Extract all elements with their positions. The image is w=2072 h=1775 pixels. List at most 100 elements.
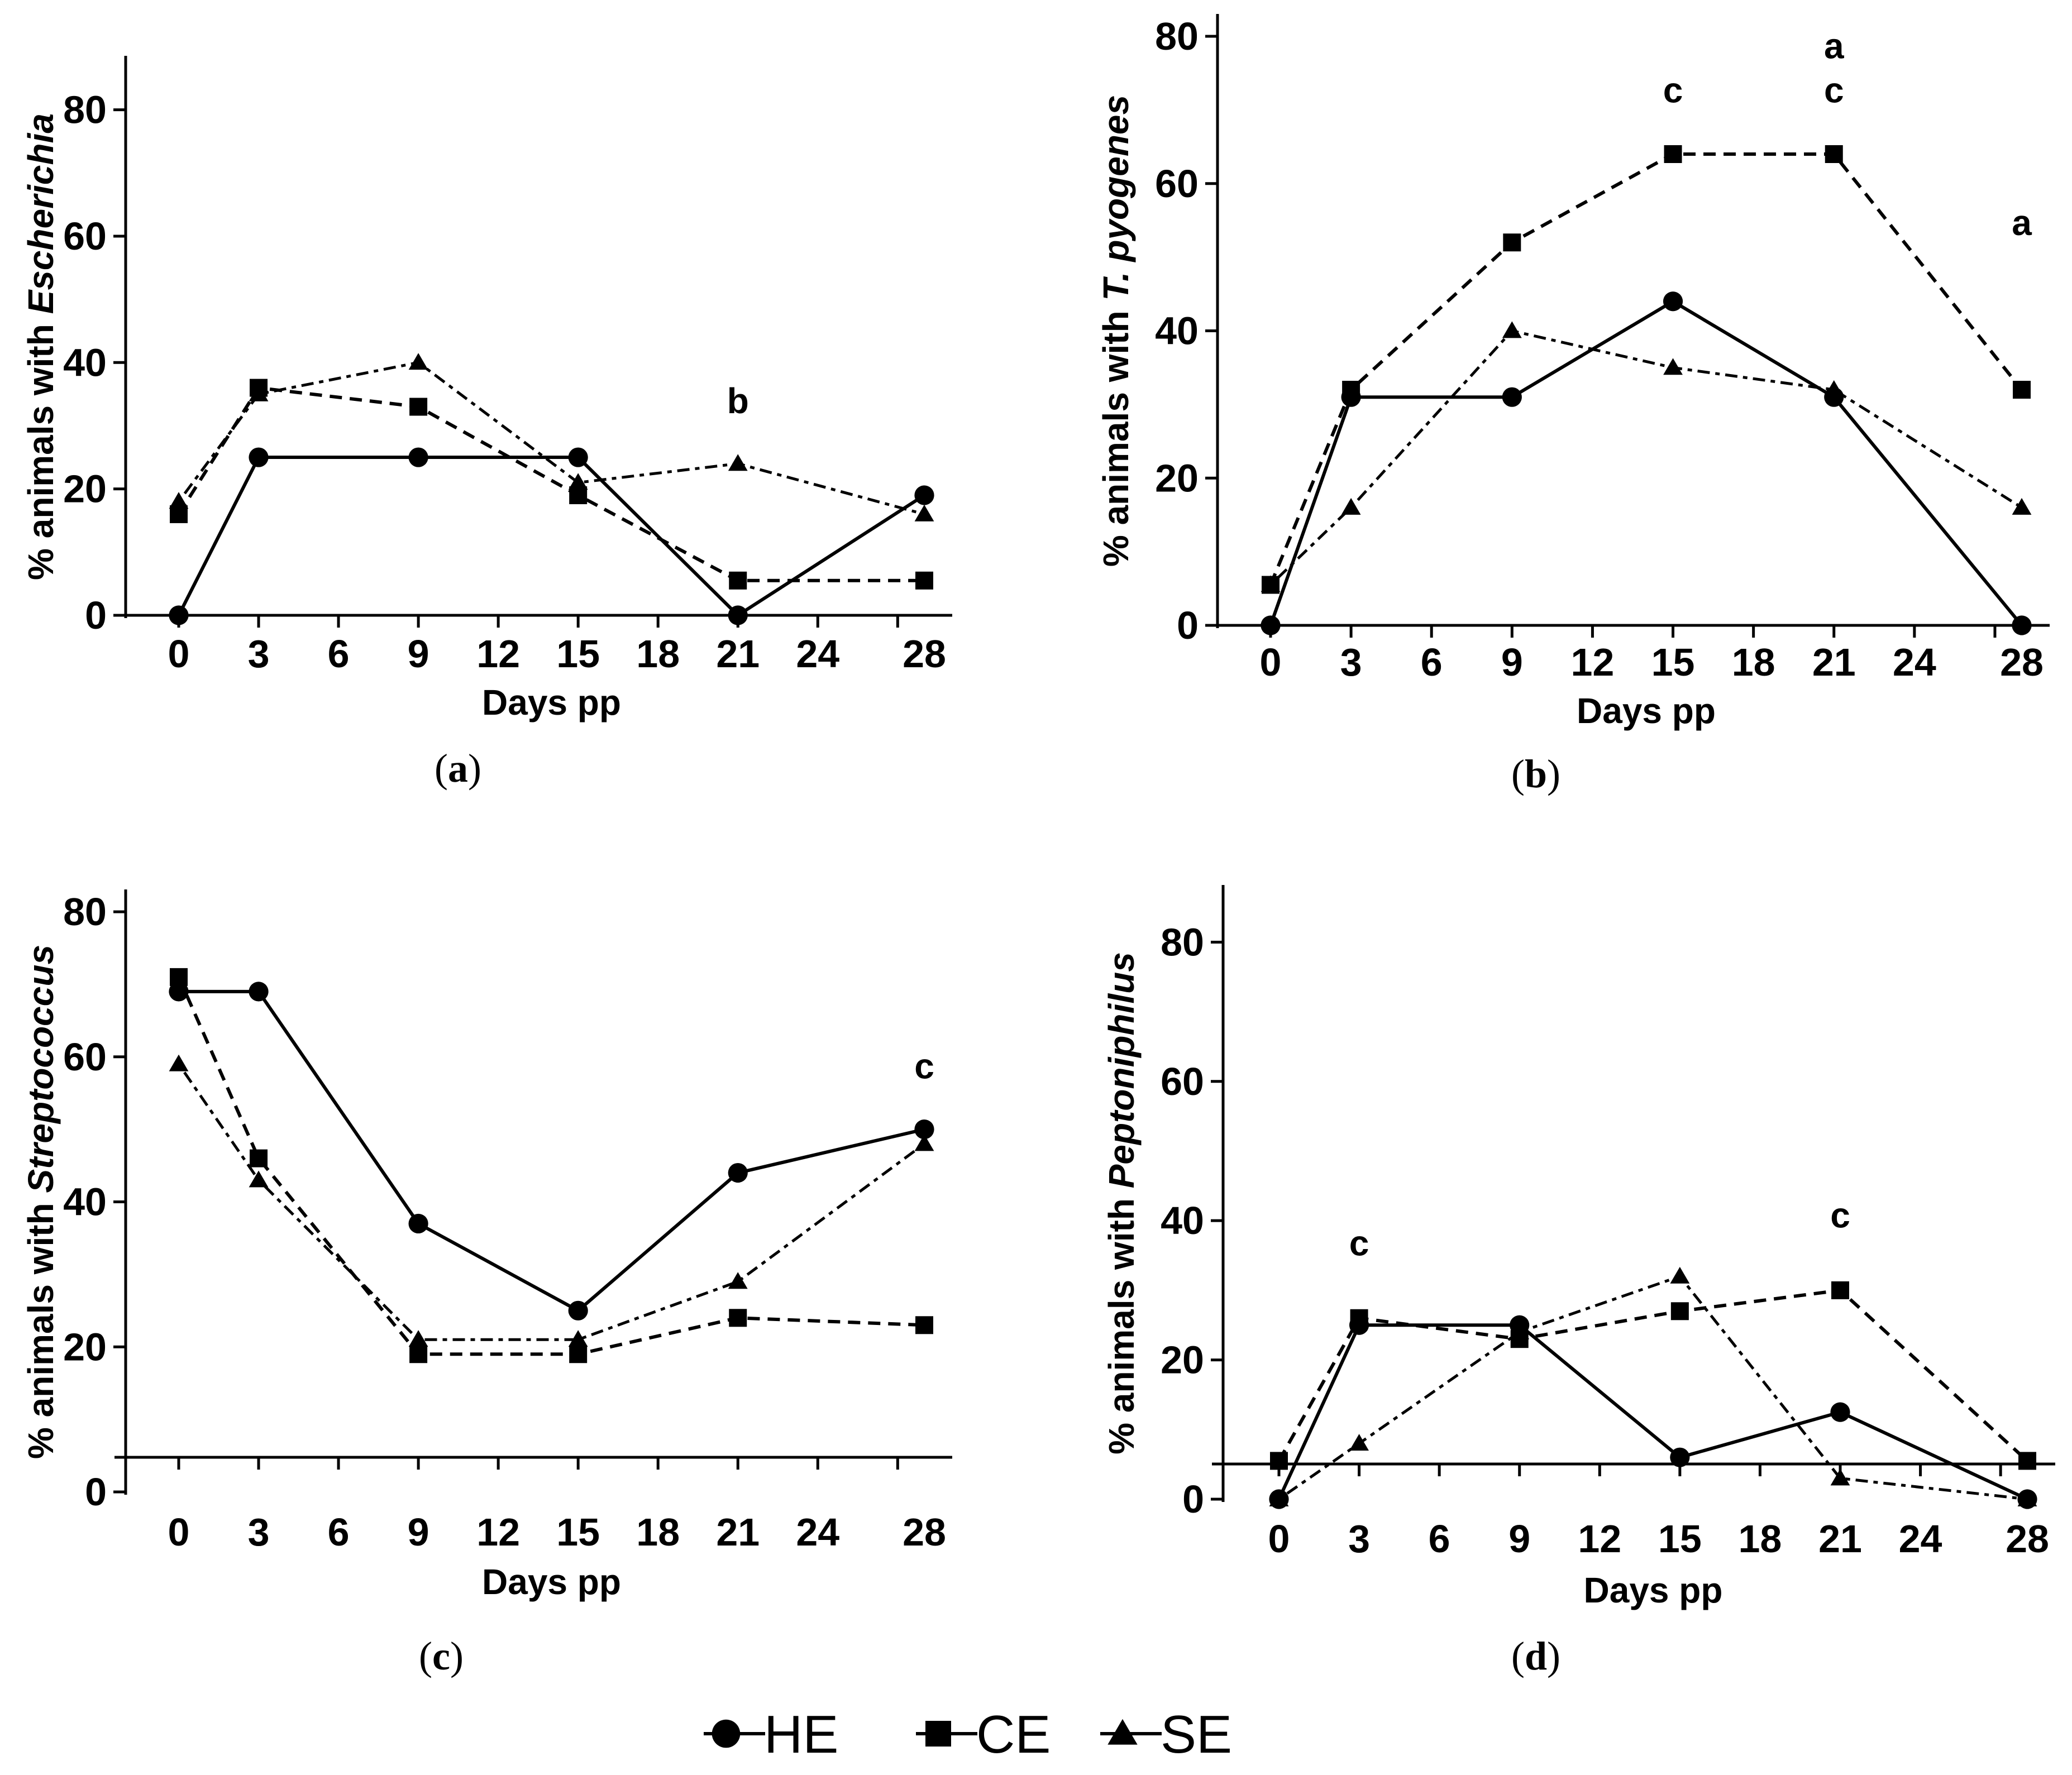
legend-label-HE: HE (764, 1705, 838, 1764)
chart-panel-3: 0 20 40 60 80 0 3 6 9 12 15 18 21 24 28 Days pp % animal… (21, 889, 952, 1678)
chart-panel-4: 0 20 40 60 80 0 3 6 9 12 15 18 21 24 28 Days pp % animal… (1101, 885, 2055, 1678)
data-point-SE (728, 1272, 748, 1289)
x-tick-label: 0 (168, 632, 190, 676)
y-tick-label: 40 (1155, 309, 1199, 353)
data-point-HE (2012, 615, 2032, 635)
x-tick-label: 18 (1738, 1517, 1782, 1561)
x-tick-label: 15 (556, 632, 600, 676)
data-point-CE (1350, 1309, 1368, 1327)
data-point-CE (170, 968, 188, 986)
series-line-CE (1269, 152, 2023, 586)
x-tick-label: 15 (556, 1510, 600, 1554)
y-tick-label: 40 (63, 1180, 107, 1224)
series-line-CE (177, 976, 925, 1356)
data-point-SE (1349, 1434, 1369, 1451)
x-tick-label: 6 (1421, 640, 1443, 684)
data-point-CE (2013, 381, 2031, 399)
significance-label: c (1824, 70, 1844, 111)
significance-label: a (1824, 26, 1844, 66)
legend-label-SE: SE (1161, 1705, 1232, 1764)
x-tick-label: 24 (796, 632, 839, 676)
chart-panel-2: 0 20 40 60 80 0 3 6 9 12 15 18 21 24 28 Days pp % animal… (1096, 14, 2050, 796)
data-point-HE (568, 1300, 588, 1321)
data-point-HE (408, 1213, 428, 1234)
chart-panel-1: 0 20 40 60 80 0 3 6 9 12 15 18 21 24 28 Days pp % animal… (21, 56, 952, 791)
x-tick-label: 15 (1651, 640, 1695, 684)
x-tick-label: 6 (328, 1510, 350, 1554)
y-tick-label: 20 (1155, 456, 1199, 500)
significance-label: c (914, 1046, 934, 1087)
data-point-SE (1269, 1489, 1289, 1506)
panel-label: (d) (1511, 1634, 1560, 1678)
data-point-SE (568, 473, 588, 490)
series-line-HE (1269, 299, 2023, 626)
y-tick-label: 80 (63, 890, 107, 934)
x-axis-title: Days pp (1584, 1570, 1723, 1610)
series-line-SE (177, 1063, 925, 1341)
data-point-SE (914, 1134, 934, 1151)
x-tick-label: 0 (1268, 1517, 1290, 1561)
data-point-SE (1510, 1322, 1530, 1339)
x-axis-title: Days pp (1577, 691, 1716, 731)
data-point-SE (1824, 380, 1844, 397)
data-point-HE (1830, 1402, 1850, 1422)
y-tick-label: 80 (63, 88, 107, 132)
series-line-HE (1277, 1323, 2028, 1501)
x-tick-label: 28 (903, 1510, 946, 1554)
x-tick-label: 0 (1260, 640, 1282, 684)
series-line-CE (1277, 1288, 2029, 1462)
x-tick-label: 3 (248, 632, 270, 676)
y-tick-label: 60 (63, 1035, 107, 1079)
y-tick-label: 0 (1182, 1477, 1204, 1521)
x-tick-label: 9 (408, 1510, 429, 1554)
x-tick-label: 24 (796, 1510, 839, 1554)
x-tick-label: 6 (328, 632, 350, 676)
data-point-SE (1502, 321, 1522, 338)
data-point-HE (1261, 615, 1281, 635)
y-tick-label: 80 (1155, 15, 1199, 58)
x-tick-label: 24 (1893, 640, 1936, 684)
data-point-CE (409, 398, 428, 416)
data-point-HE (1502, 387, 1522, 407)
data-point-HE (914, 485, 934, 505)
data-point-SE (2017, 1489, 2037, 1506)
panel-label: (a) (435, 746, 481, 791)
data-point-HE (408, 447, 428, 467)
x-tick-label: 24 (1899, 1517, 1942, 1561)
data-point-HE (568, 447, 588, 467)
y-axis-title: % animals with Peptoniphilus (1101, 952, 1142, 1455)
y-tick-label: 60 (1161, 1060, 1204, 1103)
data-point-CE (729, 571, 747, 590)
x-tick-label: 18 (636, 632, 680, 676)
data-point-SE (1830, 1468, 1850, 1486)
x-tick-label: 12 (476, 632, 520, 676)
y-axis-title: % animals with Escherichia (21, 113, 61, 580)
data-point-SE (249, 1170, 269, 1188)
x-tick-label: 21 (1812, 640, 1856, 684)
x-tick-label: 12 (1570, 640, 1614, 684)
x-tick-label: 28 (2006, 1517, 2049, 1561)
legend-marker-CE (925, 1721, 951, 1747)
data-point-CE (409, 1345, 428, 1363)
x-tick-label: 6 (1429, 1517, 1450, 1561)
panel-label: (b) (1511, 752, 1560, 796)
data-point-SE (169, 492, 189, 509)
data-point-SE (408, 353, 428, 370)
legend-label-CE: CE (976, 1705, 1051, 1764)
x-tick-label: 18 (636, 1510, 680, 1554)
data-point-SE (728, 454, 748, 471)
data-point-HE (914, 1119, 934, 1140)
significance-label: c (1663, 70, 1683, 111)
y-tick-label: 0 (85, 1470, 107, 1514)
y-tick-label: 60 (63, 214, 107, 258)
data-point-SE (169, 1054, 189, 1071)
data-point-SE (1341, 497, 1361, 515)
y-tick-label: 40 (63, 341, 107, 384)
x-tick-label: 3 (1340, 640, 1362, 684)
y-tick-label: 40 (1161, 1199, 1204, 1242)
data-point-CE (1503, 233, 1521, 252)
x-tick-label: 12 (1578, 1517, 1621, 1561)
x-tick-label: 21 (1818, 1517, 1862, 1561)
data-point-CE (569, 1345, 588, 1363)
